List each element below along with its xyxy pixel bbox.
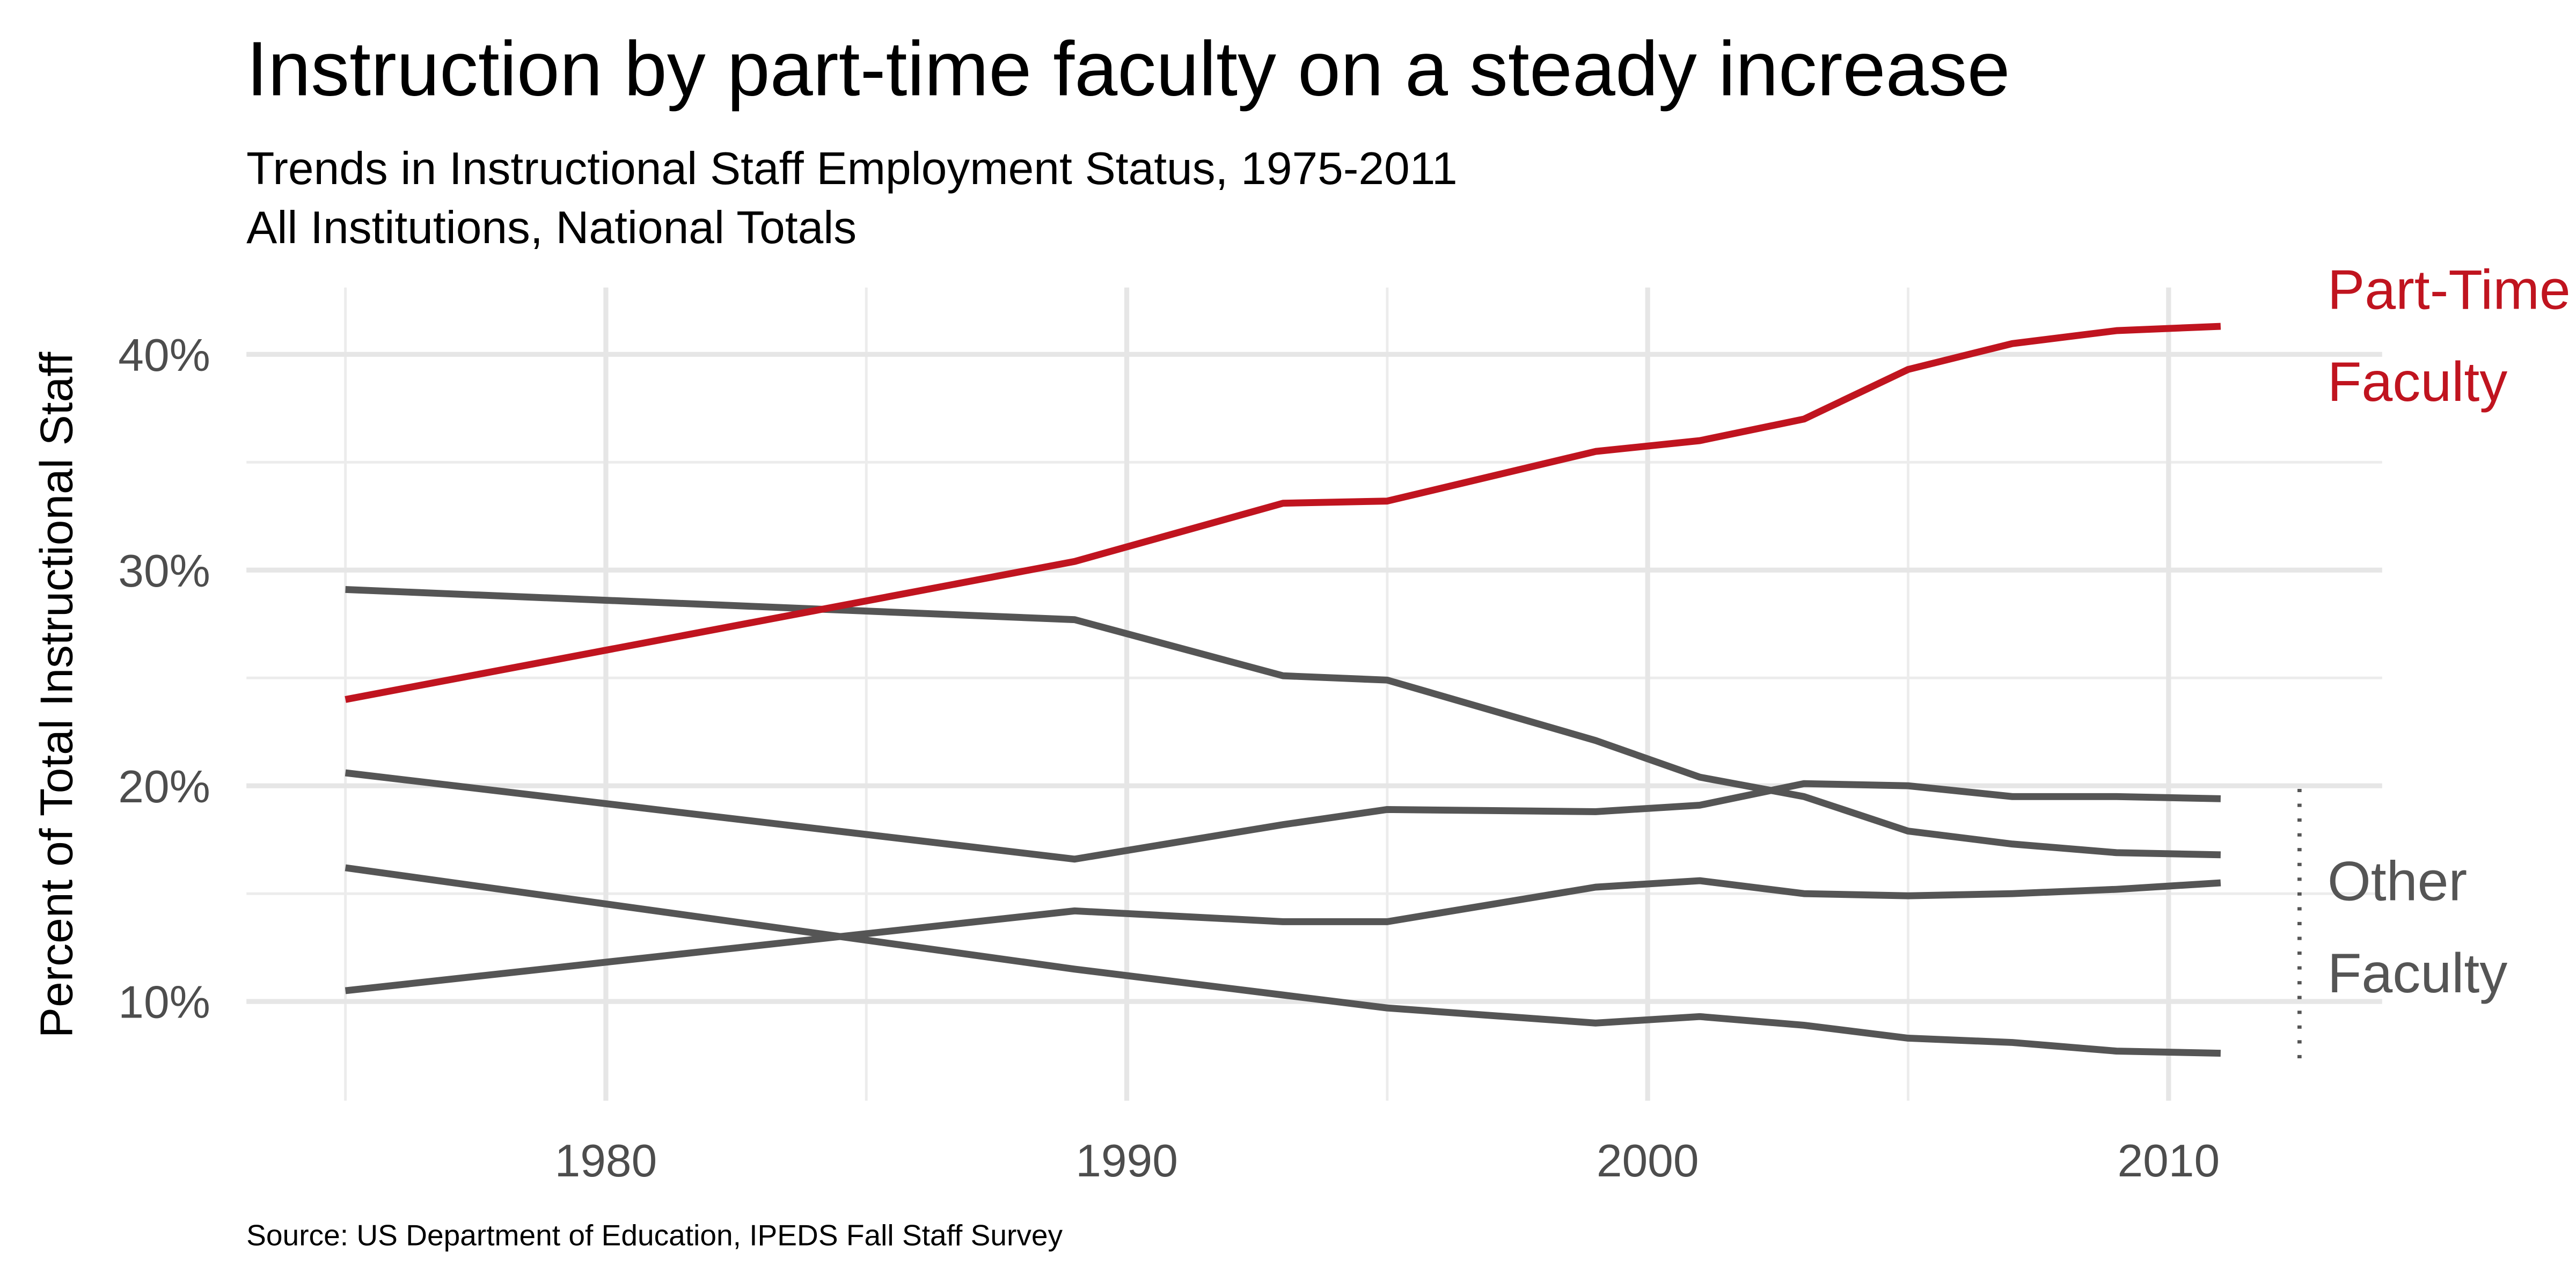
plot-lines <box>345 323 2221 1057</box>
series-annotation: Other <box>2328 851 2467 913</box>
x-tick-label: 2000 <box>1597 1135 1699 1187</box>
series-annotation: Faculty <box>2328 351 2507 413</box>
chart-subtitle: All Institutions, National Totals <box>246 202 857 253</box>
series-line <box>345 877 2221 994</box>
x-tick-label: 1990 <box>1075 1135 1178 1187</box>
grid <box>246 287 2382 1101</box>
series-line <box>345 586 2221 859</box>
series-line <box>345 769 2221 863</box>
series-line <box>345 864 2221 1057</box>
series-annotation: Part-Time <box>2328 259 2571 321</box>
x-tick-label: 1980 <box>555 1135 657 1187</box>
y-tick-label: 10% <box>118 977 210 1028</box>
source-note: Source: US Department of Education, IPED… <box>246 1218 1063 1252</box>
series-annotation: Faculty <box>2328 942 2507 1005</box>
y-axis-title: Percent of Total Instructional Staff <box>31 352 83 1038</box>
y-tick-label: 40% <box>118 330 210 381</box>
series-line <box>345 323 2221 703</box>
x-tick-label: 2010 <box>2117 1135 2220 1187</box>
chart-subtitle: Trends in Instructional Staff Employment… <box>246 143 1458 194</box>
y-tick-label: 30% <box>118 545 210 597</box>
chart-title: Instruction by part-time faculty on a st… <box>246 26 2010 112</box>
y-tick-label: 20% <box>118 761 210 813</box>
